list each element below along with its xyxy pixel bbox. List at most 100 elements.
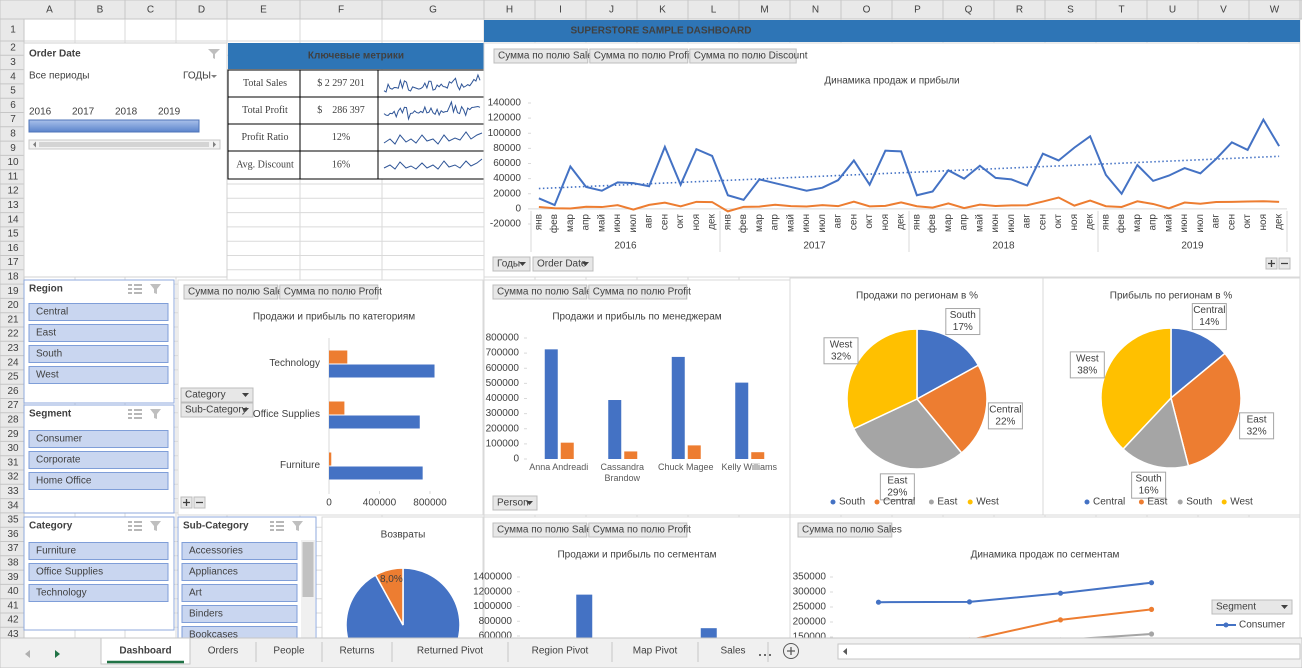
filter-button[interactable] <box>1211 599 1293 615</box>
slicer-item[interactable] <box>181 563 298 581</box>
row-header: 5 <box>10 86 16 97</box>
pivot-field-button[interactable] <box>279 284 379 300</box>
slicer-item-label: East <box>36 328 56 339</box>
data-label: 8,0% <box>380 574 403 585</box>
x-tick-label: мар <box>565 214 576 232</box>
series-line <box>1075 633 1152 638</box>
slicer-item[interactable] <box>181 542 298 560</box>
row-header: 14 <box>7 214 19 225</box>
pivot-field-button[interactable] <box>689 48 797 64</box>
pivot-field-button[interactable] <box>588 522 688 538</box>
slicer-item[interactable] <box>28 563 169 581</box>
column-header: B <box>97 5 104 16</box>
legend-swatch <box>830 499 836 505</box>
x-tick-label: Anna Andreadi <box>529 462 589 472</box>
sheet-tab-label: Region Pivot <box>532 646 589 657</box>
slicer-item[interactable] <box>28 303 169 321</box>
row-header: 20 <box>7 300 19 311</box>
metric-label: Profit Ratio <box>242 132 289 143</box>
slicer-item[interactable] <box>28 430 169 448</box>
column-header: V <box>1220 5 1227 16</box>
data-label: 16% <box>1139 486 1159 497</box>
timeline-scroll-thumb <box>39 142 209 147</box>
filter-button[interactable] <box>492 256 531 272</box>
column-header: I <box>559 5 562 16</box>
slicer-item[interactable] <box>28 542 169 560</box>
series-marker <box>1148 606 1155 613</box>
sparkline <box>383 131 483 145</box>
series-line <box>973 608 1152 638</box>
pivot-field-button[interactable] <box>183 284 279 300</box>
pivot-field-button[interactable] <box>797 522 893 538</box>
metric-cell <box>299 69 379 98</box>
slicer-item[interactable] <box>28 451 169 469</box>
tab-nav-right[interactable] <box>55 650 60 658</box>
slicer-item[interactable] <box>181 584 298 602</box>
metric-cell <box>227 96 301 125</box>
bar <box>329 415 420 429</box>
x-tick-label: дек <box>896 213 907 229</box>
metric-value: $ 286 397 <box>317 105 365 116</box>
chart-title: Динамика продаж по сегментам <box>971 550 1120 561</box>
slicer-item[interactable] <box>28 472 169 490</box>
legend-swatch <box>928 499 934 505</box>
row-header: 30 <box>7 443 19 454</box>
filter-button[interactable] <box>180 387 254 403</box>
timeline-period: Все периоды <box>29 71 90 82</box>
pivot-field-button[interactable] <box>492 522 588 538</box>
slicer-item[interactable] <box>181 605 298 623</box>
row-header: 43 <box>7 629 19 640</box>
y-tick-label: 200000 <box>793 617 827 628</box>
sheet-tab-label: People <box>273 646 305 657</box>
metric-cell <box>227 150 301 180</box>
x-tick-label: авг <box>1211 214 1222 229</box>
data-label-name: East <box>887 475 907 486</box>
pivot-field-button-label: Сумма по полю Discount <box>694 51 808 62</box>
filter-button[interactable] <box>492 495 538 511</box>
x-tick-label: 400000 <box>363 498 397 509</box>
pivot-field-button[interactable] <box>589 48 689 64</box>
filter-button[interactable] <box>180 402 254 418</box>
timeline-bar[interactable] <box>28 119 200 133</box>
row-header: 10 <box>7 157 19 168</box>
filter-button[interactable] <box>532 256 594 272</box>
bar <box>735 382 749 459</box>
pivot-field-button[interactable] <box>493 48 589 64</box>
x-tick-label: авг <box>644 214 655 229</box>
horizontal-scrollbar[interactable] <box>837 643 1301 660</box>
x-tick-label: май <box>1163 214 1174 232</box>
slicer-item[interactable] <box>28 345 169 363</box>
data-label-name: West <box>830 339 853 350</box>
row-header: 41 <box>7 600 19 611</box>
slicer-title: Segment <box>29 409 72 420</box>
x-tick-label: ноя <box>1258 214 1269 231</box>
pivot-field-button[interactable] <box>588 284 688 300</box>
series-marker <box>1057 617 1064 623</box>
row-header: 29 <box>7 429 19 440</box>
bar <box>576 594 593 638</box>
slicer-item[interactable] <box>28 366 169 384</box>
x-tick-label: мар <box>943 214 954 232</box>
add-sheet-button[interactable] <box>783 643 799 659</box>
timeline-year: 2019 <box>158 107 181 118</box>
pivot-field-button[interactable] <box>492 284 588 300</box>
slicer-item[interactable] <box>28 584 169 602</box>
data-label: 22% <box>995 416 1015 427</box>
x-tick-label: май <box>974 214 985 232</box>
tab-nav-left[interactable] <box>25 650 30 658</box>
slicer-scroll-thumb <box>302 542 314 597</box>
active-tab[interactable] <box>100 637 191 665</box>
scroll-arrow <box>843 648 847 655</box>
pie-slice <box>1170 327 1226 400</box>
y-tick-label: Technology <box>269 358 320 369</box>
slicer-item-label: Furniture <box>36 546 76 557</box>
column-header: W <box>1270 5 1280 16</box>
row-header: 4 <box>10 71 16 82</box>
y-tick-label: 80000 <box>493 143 521 154</box>
more-tabs-dot <box>769 654 771 656</box>
metric-label: Total Sales <box>243 78 287 89</box>
bar <box>544 349 558 459</box>
slicer-item[interactable] <box>181 626 298 644</box>
slicer-item[interactable] <box>28 324 169 342</box>
y-tick-label: 100000 <box>486 438 520 449</box>
